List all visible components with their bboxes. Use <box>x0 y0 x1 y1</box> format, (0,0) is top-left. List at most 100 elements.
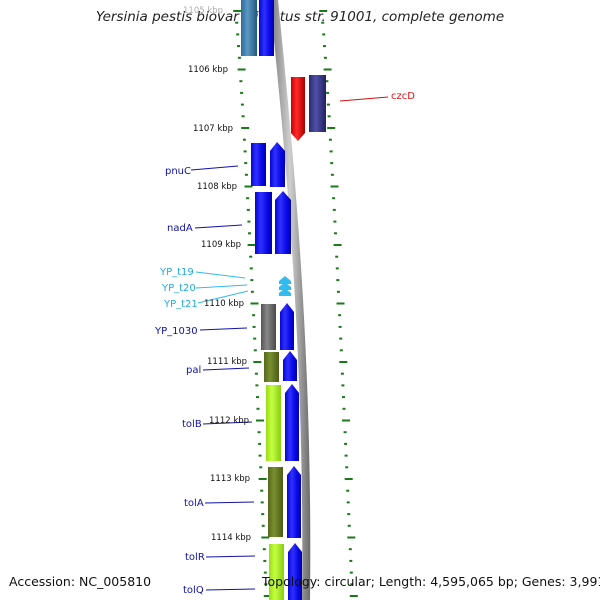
scale-tick <box>342 407 346 410</box>
scale-tick <box>258 442 262 445</box>
gene-label-czcD: czcD <box>391 91 415 102</box>
scale-tick <box>239 80 243 83</box>
scale-tick <box>338 314 342 317</box>
kbp-label: 1105 kbp <box>183 6 223 16</box>
kbp-label: 1106 kbp <box>188 65 228 75</box>
scale-tick <box>235 21 239 24</box>
gene-YP_1030-gray <box>261 304 276 350</box>
scale-tick <box>336 290 340 293</box>
gene-label-YP_t21: YP_t21 <box>163 299 198 310</box>
scale-tick <box>237 56 241 59</box>
kbp-label: 1109 kbp <box>201 240 241 250</box>
gene-tolR-arrow <box>288 543 302 600</box>
accession-text: Accession: NC_005810 <box>9 574 152 589</box>
scale-tick <box>246 197 250 200</box>
scale-tick <box>338 325 342 328</box>
scale-tick <box>335 255 339 258</box>
scale-tick <box>241 127 250 129</box>
gene-label-tolB: tolB <box>182 419 202 430</box>
scale-tick <box>253 349 257 352</box>
gene-tolR-lime <box>269 544 284 600</box>
scale-tick <box>249 255 253 258</box>
scale-tick <box>343 431 347 434</box>
scale-tick <box>240 103 244 106</box>
scale-tick <box>344 454 348 457</box>
scale-tick <box>334 232 337 235</box>
scale-tick <box>250 279 254 282</box>
scale-tick <box>261 524 265 527</box>
scale-tick <box>256 396 259 399</box>
scale-tick <box>261 536 270 539</box>
scale-tick <box>263 571 267 574</box>
scale-tick <box>258 478 267 480</box>
kbp-label: 1107 kbp <box>193 124 233 134</box>
scale-tick <box>336 302 345 305</box>
scale-tick <box>247 220 251 223</box>
kbp-label: 1114 kbp <box>211 533 251 543</box>
scale-tick <box>260 489 264 492</box>
scale-tick <box>243 150 247 153</box>
scale-tick <box>347 513 351 516</box>
scale-tick <box>340 372 344 375</box>
scale-tick <box>264 583 268 586</box>
map-title: Yersinia pestis biovar Microtus str. 910… <box>95 9 505 25</box>
scale-tick <box>333 244 342 246</box>
scale-tick <box>250 302 259 305</box>
scale-tick <box>252 314 256 317</box>
genome-backbone <box>270 0 311 600</box>
kbp-labels: 1105 kbp 1106 kbp 1107 kbp 1108 kbp 1109… <box>183 6 251 543</box>
gene-tolB-arrow <box>285 384 299 461</box>
scale-tick <box>236 33 240 36</box>
scale-tick <box>344 478 353 480</box>
scale-tick <box>336 279 340 282</box>
gene-czcD-red <box>291 77 305 141</box>
gene-label-tolR: tolR <box>185 552 205 563</box>
scale-tick <box>339 349 343 352</box>
scale-tick <box>345 466 349 469</box>
gene-YP_1030-arrow <box>280 303 294 350</box>
scale-tick <box>328 138 332 141</box>
scale-tick <box>255 384 259 387</box>
gene-label-YP_t20: YP_t20 <box>161 283 196 294</box>
gene-label-pnuC: pnuC <box>165 166 191 177</box>
scale-tick <box>263 559 267 562</box>
gene-label-YP_1030: YP_1030 <box>154 326 198 337</box>
scale-tick <box>252 325 256 328</box>
scale-tick <box>257 431 261 434</box>
scale-tick <box>242 138 246 141</box>
scale-tick <box>259 466 263 469</box>
gene-labels: czcD pnuC nadA YP_t19 YP_t20 YP_t21 YP_1… <box>154 91 415 596</box>
gene-tolA-olive <box>268 467 283 537</box>
gene-top-steel <box>241 0 257 56</box>
scale-tick <box>258 454 262 457</box>
scale-tick <box>348 548 352 551</box>
scale-tick <box>347 524 351 527</box>
callout-lines <box>190 96 389 591</box>
scale-tick <box>330 185 339 188</box>
kbp-label: 1113 kbp <box>210 474 250 484</box>
scale-tick <box>248 232 251 235</box>
scale-tick <box>332 197 336 200</box>
gene-label-tolQ: tolQ <box>183 585 204 596</box>
gene-tolB-lime <box>266 385 281 461</box>
scale-tick <box>244 162 248 165</box>
kbp-label: 1112 kbp <box>209 416 249 426</box>
gene-czcD-navy <box>309 75 326 132</box>
genome-summary-text: Topology: circular; Length: 4,595,065 bp… <box>262 574 600 589</box>
scale-tick <box>237 45 240 48</box>
scale-tick <box>341 384 345 387</box>
gene-label-YP_t19: YP_t19 <box>159 267 194 278</box>
kbp-label: 1110 kbp <box>204 299 244 309</box>
scale-tick <box>349 559 353 562</box>
scale-tick <box>323 45 326 48</box>
gene-label-nadA: nadA <box>167 223 193 234</box>
scale-tick <box>326 91 330 94</box>
scale-tick <box>263 595 272 597</box>
scale-tick <box>344 442 348 445</box>
scale-tick <box>249 267 253 270</box>
scale-tick <box>346 489 350 492</box>
scale-tick <box>253 361 262 363</box>
scale-tick <box>262 548 266 551</box>
scale-tick <box>247 244 256 246</box>
